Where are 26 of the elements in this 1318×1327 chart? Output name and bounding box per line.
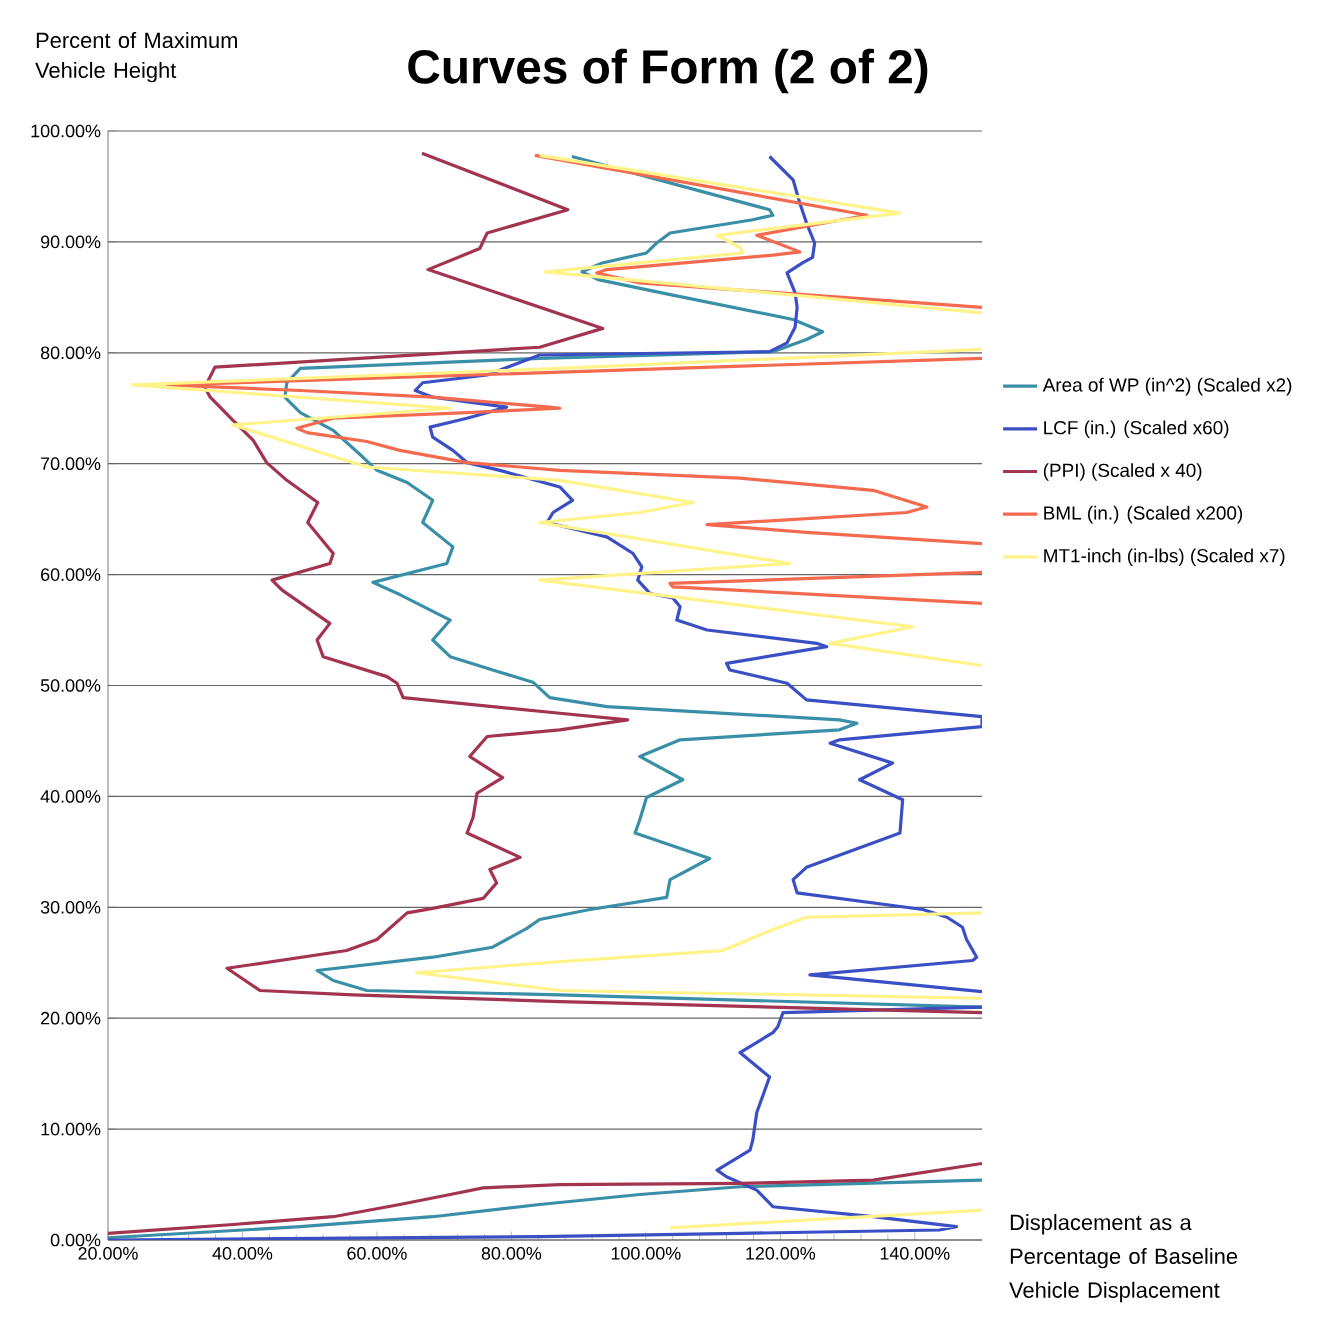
x-tick-label: 120.00% (746, 1247, 816, 1260)
legend-label: BML (in.) (Scaled x200) (1044, 505, 1243, 524)
y-tick-label: 30.00% (40, 900, 101, 914)
x-tick-label: 80.00% (481, 1247, 542, 1260)
y-tick-label: 50.00% (40, 679, 101, 692)
x-tick-label: 20.00% (78, 1247, 138, 1260)
legend-label: Area of WP (in^2) (Scaled x2) (1042, 377, 1292, 396)
x-axis-title: Displacement as a Percentage of Baseline Vehicle Displacement (1009, 1214, 1238, 1303)
y-tick-label: 90.00% (40, 235, 101, 249)
y-tick-label: 100.00% (31, 124, 101, 138)
legend-label: LCF (in.) (Scaled x60) (1044, 420, 1229, 439)
y-tick-label: 60.00% (41, 568, 101, 581)
x-tick-label: 140.00% (880, 1247, 950, 1260)
legend-label: MT1-inch (in-lbs) (Scaled x7) (1044, 548, 1285, 567)
y-tick-label: 10.00% (41, 1122, 101, 1136)
y-axis-title: Percent of Maximum Vehicle Height (35, 32, 237, 83)
x-tick-label: 100.00% (611, 1247, 681, 1260)
y-tick-label: 70.00% (41, 457, 101, 471)
chart-title: Curves of Form (2 of 2) (408, 48, 928, 94)
x-tick-label: 60.00% (347, 1247, 407, 1260)
y-tick-label: 20.00% (41, 1011, 101, 1025)
y-tick-label: 80.00% (40, 346, 101, 360)
y-tick-label: 0.00% (50, 1233, 101, 1247)
legend-label: (PPI) (Scaled x 40) (1043, 463, 1202, 481)
x-tick-label: 40.00% (212, 1247, 273, 1260)
y-tick-label: 40.00% (40, 790, 101, 803)
